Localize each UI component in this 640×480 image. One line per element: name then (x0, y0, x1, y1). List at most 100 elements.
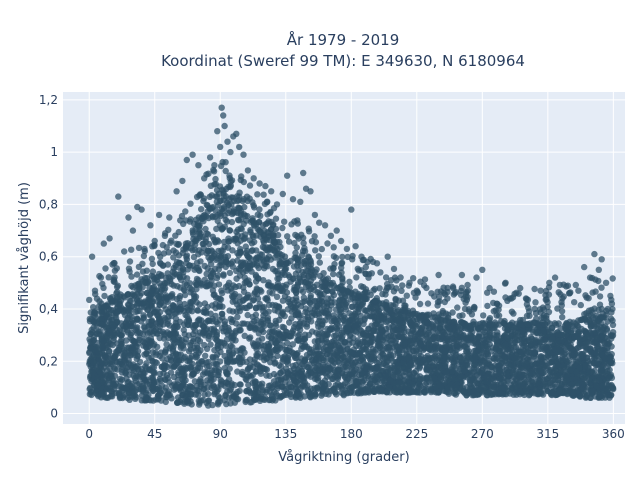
data-point (107, 340, 115, 348)
data-point (174, 283, 181, 290)
data-point (235, 354, 243, 361)
data-point (125, 320, 132, 327)
data-point (423, 379, 430, 386)
data-point (311, 385, 318, 392)
data-point (287, 387, 294, 395)
data-point (405, 354, 412, 362)
data-point (341, 317, 348, 325)
data-point (435, 388, 443, 396)
data-point (507, 363, 514, 371)
data-point (416, 365, 423, 372)
data-point (368, 306, 375, 314)
data-point (320, 356, 327, 364)
data-point (236, 360, 244, 367)
data-point (176, 299, 183, 307)
data-point (279, 383, 286, 390)
data-point (102, 344, 109, 352)
data-point (603, 327, 611, 334)
data-point (424, 363, 431, 370)
data-point (197, 258, 204, 265)
data-point (301, 383, 308, 390)
data-point (314, 343, 321, 350)
data-point (324, 287, 331, 295)
data-point (281, 267, 289, 274)
data-point (216, 222, 224, 229)
data-point (521, 339, 528, 346)
data-point (508, 351, 515, 358)
data-point (228, 318, 236, 326)
data-point (268, 335, 275, 342)
data-point (263, 354, 271, 362)
data-point (98, 321, 106, 328)
data-point (242, 398, 249, 406)
data-point (219, 310, 226, 318)
data-point (449, 368, 456, 375)
data-point (240, 235, 248, 243)
data-point (246, 281, 253, 288)
data-point (162, 297, 170, 304)
data-point (386, 384, 393, 391)
data-point (479, 369, 486, 376)
data-point (252, 278, 260, 285)
data-point (251, 318, 258, 325)
data-point (214, 399, 222, 407)
data-point (435, 361, 442, 369)
data-point (246, 302, 253, 309)
data-point (153, 287, 160, 295)
data-point (302, 308, 309, 316)
data-point (296, 358, 303, 366)
data-point (326, 326, 333, 334)
data-point (161, 285, 169, 292)
data-point (473, 391, 480, 399)
data-point (239, 345, 247, 352)
data-point (129, 336, 136, 344)
data-point (150, 342, 157, 349)
data-point (322, 336, 329, 343)
data-point (263, 255, 270, 262)
data-point (307, 285, 315, 293)
data-point (510, 340, 517, 347)
data-point (108, 370, 115, 377)
data-point (215, 303, 223, 310)
data-point (103, 312, 110, 320)
data-point (226, 307, 233, 314)
data-point (342, 303, 349, 311)
data-point (262, 295, 269, 302)
data-point (233, 275, 240, 282)
data-point (183, 275, 191, 282)
data-point (171, 381, 178, 388)
data-point (379, 351, 387, 358)
data-point (258, 288, 265, 295)
data-point (328, 318, 335, 325)
data-point (318, 283, 325, 291)
data-point (359, 379, 366, 386)
data-point (289, 341, 297, 348)
data-point (146, 322, 153, 329)
data-point (208, 254, 215, 261)
data-point (609, 329, 617, 336)
data-point (338, 296, 345, 304)
data-point (279, 297, 287, 304)
data-point (136, 334, 143, 341)
data-point (503, 370, 510, 378)
data-point (260, 312, 267, 319)
data-point (552, 355, 559, 362)
data-point (382, 361, 389, 369)
data-point (606, 340, 613, 347)
data-point (309, 328, 316, 335)
data-point (188, 372, 195, 379)
data-point (125, 307, 132, 314)
data-point (174, 399, 182, 406)
data-point (225, 349, 233, 356)
data-point (542, 379, 549, 386)
data-point (177, 344, 184, 351)
data-point (207, 260, 215, 268)
data-point (371, 354, 378, 362)
data-point (142, 336, 149, 343)
data-point (228, 260, 235, 267)
data-point (539, 343, 547, 351)
data-point (254, 295, 262, 302)
data-point (269, 290, 276, 297)
data-point (192, 321, 200, 328)
data-point (122, 370, 129, 377)
